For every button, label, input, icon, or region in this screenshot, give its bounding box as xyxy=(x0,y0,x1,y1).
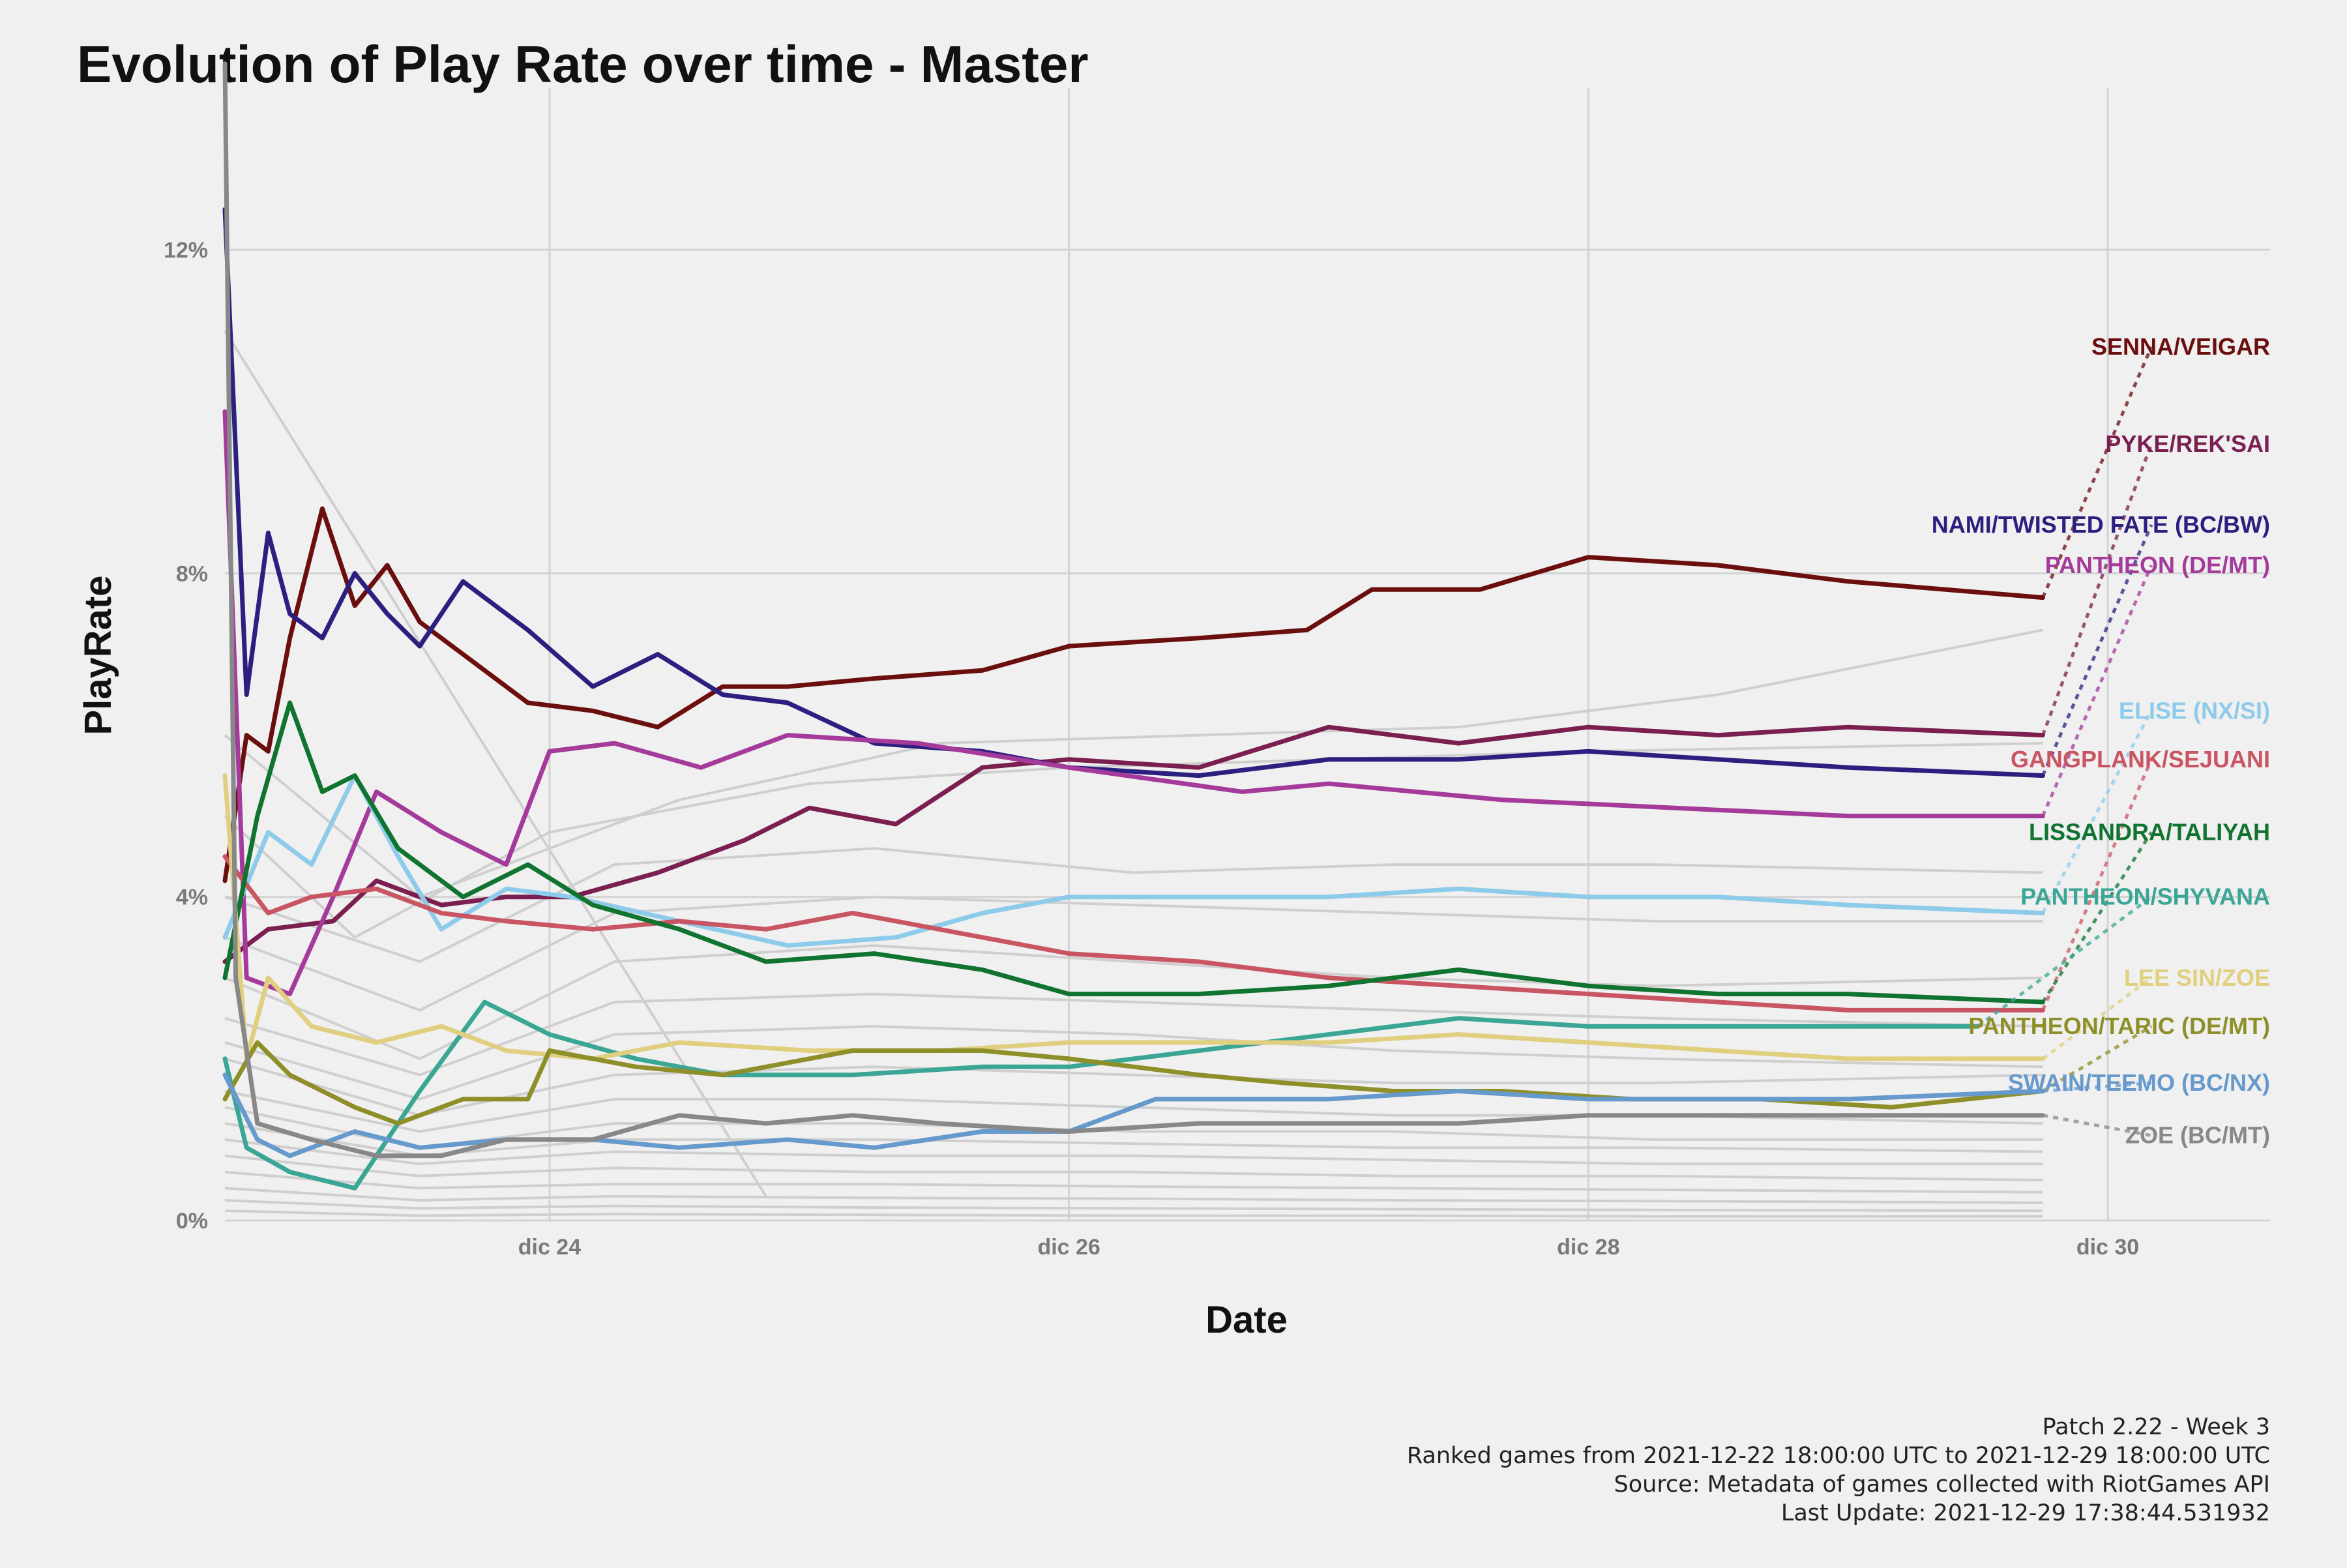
series-label: LISSANDRA/TALIYAH xyxy=(2029,818,2270,845)
label-leader-line xyxy=(2043,1081,2152,1093)
label-leader-line xyxy=(2041,976,2153,1060)
series-label: LEE SIN/ZOE xyxy=(2124,964,2270,991)
series-line xyxy=(222,1072,2045,1159)
caption-patch: Patch 2.22 - Week 3 xyxy=(2043,1414,2270,1440)
label-leader-line xyxy=(2041,831,2153,1003)
label-leader-line xyxy=(2042,1114,2152,1138)
x-tick-label: dic 30 xyxy=(2076,1235,2139,1260)
series-label: PYKE/REK'SAI xyxy=(2105,430,2270,457)
series-line xyxy=(222,61,2045,1159)
chart-title: Evolution of Play Rate over time - Maste… xyxy=(77,35,1088,93)
axis-tick-labels: 0% 4% 8% 12% dic 24 dic 26 dic 28 dic 30 xyxy=(164,238,2139,1260)
other-series-line xyxy=(224,992,2043,1076)
series-line xyxy=(222,773,2045,1061)
x-tick-label: dic 26 xyxy=(1037,1235,1100,1260)
other-series-line xyxy=(224,895,2043,1012)
series-label: PANTHEON/SHYVANA xyxy=(2020,883,2270,910)
series-line xyxy=(222,506,2045,883)
series-label: ELISE (NX/SI) xyxy=(2119,697,2270,724)
caption-source: Source: Metadata of games collected with… xyxy=(1614,1472,2270,1498)
label-leader-line xyxy=(2041,758,2153,1011)
series-label: GANGPLANK/SEJUANI xyxy=(2011,746,2270,773)
y-tick-label: 0% xyxy=(176,1209,208,1234)
series-line xyxy=(222,409,2045,997)
x-axis-title: Date xyxy=(1205,1299,1288,1341)
x-tick-label: dic 24 xyxy=(518,1235,581,1260)
other-series-line xyxy=(224,1138,2043,1166)
series-label: ZOE (BC/MT) xyxy=(2125,1122,2270,1149)
label-leader-line xyxy=(2042,1025,2153,1093)
series-line xyxy=(222,207,2045,778)
other-series-line xyxy=(224,1187,2043,1204)
other-series-lines xyxy=(224,330,2043,1218)
series-line xyxy=(222,724,2045,964)
series-label: PANTHEON (DE/MT) xyxy=(2045,552,2270,578)
x-tick-label: dic 28 xyxy=(1557,1235,1619,1260)
caption: Patch 2.22 - Week 3 Ranked games from 20… xyxy=(1407,1414,2270,1526)
other-series-line xyxy=(224,1057,2043,1117)
label-leader-line xyxy=(2041,565,2153,817)
label-leader-line xyxy=(2041,524,2153,777)
series-label: PANTHEON/TARIC (DE/MT) xyxy=(1968,1013,2270,1039)
other-series-line xyxy=(224,1025,2043,1101)
y-tick-label: 8% xyxy=(176,561,208,586)
y-tick-label: 4% xyxy=(176,885,208,910)
other-series-line xyxy=(224,1209,2043,1218)
series-line xyxy=(222,999,1981,1191)
series-label: NAMI/TWISTED FATE (BC/BW) xyxy=(1932,511,2270,538)
series-line xyxy=(222,1040,2045,1126)
label-leader-line xyxy=(2041,710,2153,914)
other-series-line xyxy=(224,944,2043,1060)
y-axis-title: PlayRate xyxy=(77,575,119,735)
series-line xyxy=(222,700,2045,1005)
label-leader-line xyxy=(2041,346,2153,599)
other-series-line xyxy=(224,847,2043,963)
y-tick-label: 12% xyxy=(164,238,208,263)
highlighted-series-lines xyxy=(222,61,2045,1191)
other-series-line xyxy=(224,330,767,1197)
other-series-line xyxy=(224,1154,2043,1181)
other-series-line xyxy=(224,1199,2043,1213)
label-leader-line xyxy=(1977,895,2153,1028)
series-direct-labels: SENNA/VEIGAR PYKE/REK'SAI NAMI/TWISTED FAT… xyxy=(1932,333,2270,1149)
other-series-line xyxy=(224,1170,2043,1194)
series-label: SENNA/VEIGAR xyxy=(2091,333,2270,360)
other-series-line xyxy=(224,629,2043,898)
grid-lines xyxy=(225,88,2270,1222)
caption-update: Last Update: 2021-12-29 17:38:44.531932 xyxy=(1781,1500,2270,1526)
series-label: SWAIN/TEEMO (BC/NX) xyxy=(2008,1069,2270,1096)
series-line xyxy=(222,854,2045,1013)
caption-range: Ranked games from 2021-12-22 18:00:00 UT… xyxy=(1407,1443,2270,1469)
